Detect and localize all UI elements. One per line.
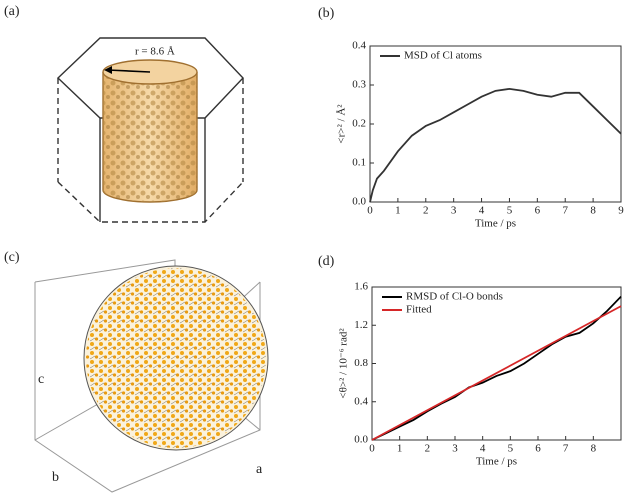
panel-label: (b) bbox=[318, 6, 335, 21]
x-tick-label: 5 bbox=[508, 443, 514, 455]
y-tick-label: 0.4 bbox=[354, 395, 368, 407]
radius-label: r = 8.6 Å bbox=[135, 46, 175, 58]
x-tick-label: 3 bbox=[452, 443, 458, 455]
x-tick-label: 7 bbox=[562, 205, 568, 217]
x-tick-label: 2 bbox=[425, 443, 431, 455]
panel-label: (c) bbox=[4, 250, 20, 265]
y-tick-label: 0.0 bbox=[352, 196, 366, 208]
x-tick-label: 0 bbox=[367, 205, 373, 217]
legend-label: MSD of Cl atoms bbox=[404, 50, 482, 62]
series-line bbox=[371, 305, 622, 441]
y-axis-label: <r>² / Å² bbox=[336, 104, 348, 144]
prism-illustration bbox=[56, 37, 244, 223]
series-line bbox=[371, 295, 622, 441]
hexagon-bottom bbox=[57, 181, 244, 223]
axis-letter: b bbox=[52, 470, 59, 485]
x-tick-label: 4 bbox=[479, 205, 485, 217]
x-tick-label: 4 bbox=[480, 443, 486, 455]
x-tick-label: 0 bbox=[369, 443, 375, 455]
radius-arrow bbox=[107, 69, 151, 73]
x-tick-label: 3 bbox=[451, 205, 457, 217]
panel-label: (a) bbox=[4, 4, 20, 19]
box-illustration bbox=[34, 259, 269, 493]
legend-label: Fitted bbox=[406, 304, 432, 316]
x-tick-label: 7 bbox=[563, 443, 569, 455]
x-axis-label: Time / ps bbox=[476, 456, 517, 468]
y-tick-label: 0.4 bbox=[352, 40, 366, 52]
axis-letter: a bbox=[256, 462, 263, 477]
y-tick-label: 0.3 bbox=[352, 79, 366, 91]
axis-letter: c bbox=[38, 372, 44, 387]
y-tick-label: 0.2 bbox=[352, 118, 366, 130]
y-tick-label: 0.8 bbox=[354, 357, 368, 369]
y-tick-label: 0.1 bbox=[352, 157, 366, 169]
x-tick-label: 1 bbox=[397, 443, 403, 455]
y-tick-label: 1.6 bbox=[354, 281, 368, 293]
x-axis-label: Time / ps bbox=[475, 218, 516, 230]
sphere-points bbox=[86, 268, 266, 448]
cylinder-texture bbox=[103, 72, 197, 202]
series-line bbox=[369, 87, 622, 203]
y-axis-label: <θ>² / 10⁻⁶ rad² bbox=[338, 328, 350, 399]
x-tick-label: 2 bbox=[423, 205, 429, 217]
x-tick-label: 5 bbox=[507, 205, 513, 217]
legend-label: RMSD of Cl-O bonds bbox=[406, 291, 503, 303]
arrow-head bbox=[104, 66, 112, 74]
y-tick-label: 1.2 bbox=[354, 319, 368, 331]
x-tick-label: 9 bbox=[618, 205, 624, 217]
x-tick-label: 8 bbox=[591, 443, 597, 455]
y-tick-label: 0.0 bbox=[354, 434, 368, 446]
x-tick-label: 1 bbox=[395, 205, 401, 217]
plot-frame bbox=[369, 45, 622, 203]
panel-label: (d) bbox=[318, 254, 335, 269]
x-tick-label: 6 bbox=[535, 443, 541, 455]
x-tick-label: 8 bbox=[590, 205, 596, 217]
x-tick-label: 6 bbox=[535, 205, 541, 217]
